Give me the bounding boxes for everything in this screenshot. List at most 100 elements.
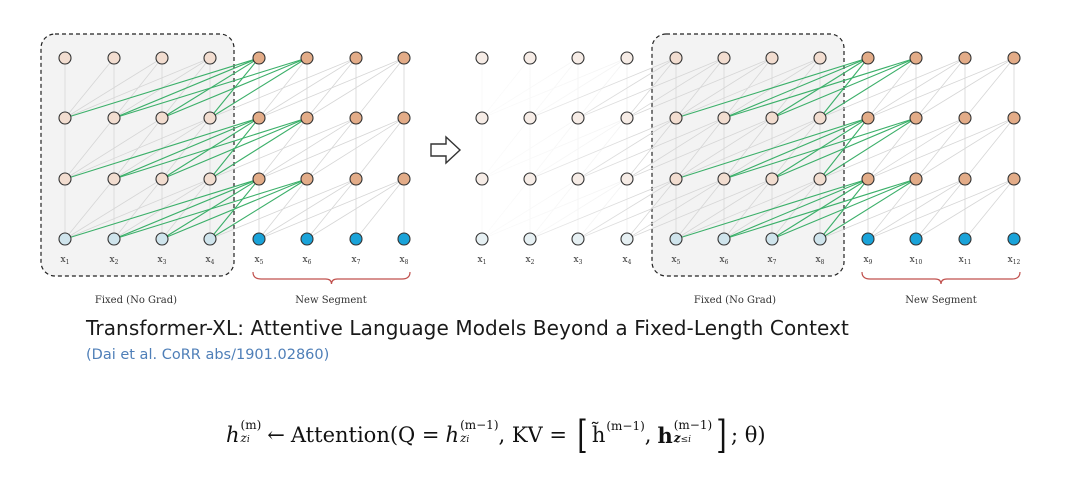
hidden-state-node [475,51,489,65]
input-token-node [765,232,779,246]
hidden-state-node [300,111,314,125]
token-label: x9 [864,255,873,266]
token-label: x6 [720,255,729,266]
hidden-state-node [909,172,923,186]
cached-attention-edge [723,117,869,180]
input-token-node [397,232,411,246]
hidden-state-node [523,51,537,65]
formula-comma: , [644,423,652,447]
formula-func: Attention(Q = [290,423,440,447]
cached-attention-edge [113,178,308,240]
hidden-state-node [813,111,827,125]
left-fixed-label: Fixed (No Grad) [95,295,177,306]
input-token-node [523,232,537,246]
attention-edge [867,117,966,180]
hidden-state-node [475,111,489,125]
formula-q-sup: (m−1) [460,418,499,432]
hidden-state-node [571,51,585,65]
input-token-node [958,232,972,246]
attention-edge [915,117,1015,180]
token-label: x5 [255,255,264,266]
attention-edge [355,117,405,180]
attention-edge [964,178,1015,240]
hidden-state-node [397,111,411,125]
attention-edge [209,57,357,119]
hidden-state-node [252,51,266,65]
cached-attention-edge [819,57,917,119]
cached-attention-edge [723,178,917,240]
input-token-node [861,232,875,246]
hidden-state-node [571,172,585,186]
formula-arrow: ← [267,423,285,447]
right-new-segment-label: New Segment [905,295,976,306]
input-token-node [620,232,634,246]
formula-tail: ; θ) [731,423,766,447]
hidden-state-node [523,111,537,125]
cached-attention-edge [723,117,917,180]
attention-edge [64,178,211,240]
cached-attention-edge [723,57,869,119]
cached-attention-edge [209,57,308,119]
hidden-state-node [252,111,266,125]
attention-edge [355,178,405,240]
attention-edge [64,117,211,180]
hidden-state-node [958,172,972,186]
cached-attention-edge [819,178,917,240]
attention-edge [675,117,821,180]
formula-kv: , KV = [498,423,567,447]
attention-edge [915,57,1015,119]
hidden-state-node [155,51,169,65]
hidden-state-node [765,111,779,125]
cached-attention-edge [113,117,260,180]
hidden-state-node [349,111,363,125]
attention-edge [819,178,966,240]
token-label: x4 [623,255,632,266]
formula-h-bold-sup: (m−1) [673,418,713,432]
formula-h-bold-sub: z [673,431,681,445]
token-label: x6 [303,255,312,266]
attention-edge [258,178,357,240]
hidden-state-node [861,111,875,125]
cached-attention-edge [675,117,869,180]
hidden-state-node [203,172,217,186]
attention-edge [964,117,1015,180]
input-token-node [349,232,363,246]
hidden-state-node [300,172,314,186]
attention-edge [64,57,163,119]
cached-attention-edge [113,57,260,119]
new-segment-bracket [252,271,411,285]
input-token-node [300,232,314,246]
attention-edge [209,117,357,180]
hidden-state-node [717,111,731,125]
token-label: x4 [206,255,215,266]
hidden-state-node [1007,111,1021,125]
hidden-state-node [252,172,266,186]
right-panel: x1 x2 x3 x4 x5 x6 x7 x8 x9 x10 x11 x12 [468,33,1021,285]
attention-edge [64,57,115,119]
hidden-state-node [958,111,972,125]
cached-attention-edge [771,178,917,240]
attention-edge [258,178,405,240]
cached-attention-edge [113,57,308,119]
attention-edge [64,117,115,180]
cached-attention-edge [723,178,869,240]
hidden-state-node [669,111,683,125]
cached-attention-edge [771,57,917,119]
hidden-state-node [1007,51,1021,65]
hidden-state-node [717,51,731,65]
attention-edge [306,57,405,119]
hidden-state-node [620,111,634,125]
attention-edge [964,57,1015,119]
attention-edge [675,57,821,119]
attention-edge [675,178,821,240]
cached-attention-edge [819,117,917,180]
paper-title: Transformer-XL: Attentive Language Model… [86,316,849,340]
hidden-state-node [58,172,72,186]
cached-attention-edge [675,57,869,119]
hidden-state-node [397,51,411,65]
attention-edge [209,178,357,240]
attention-edge [64,178,163,240]
transition-arrow-icon [430,135,462,165]
hidden-state-node [107,111,121,125]
token-label: x1 [478,255,487,266]
